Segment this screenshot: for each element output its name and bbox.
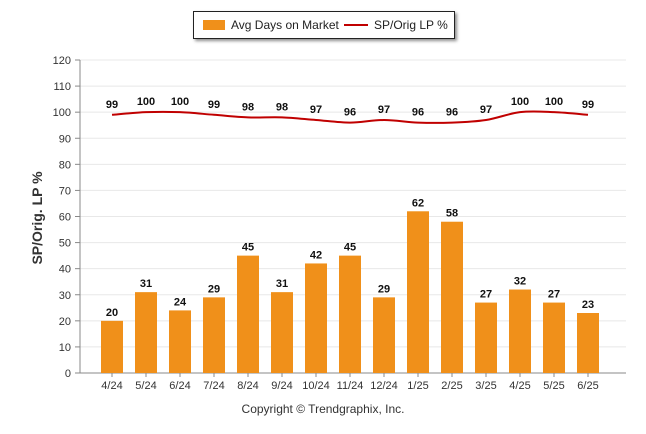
y-tick-label: 120 (53, 55, 71, 67)
y-tick-label: 90 (59, 133, 71, 145)
legend-bar-label: Avg Days on Market (231, 18, 339, 32)
y-tick-label: 60 (59, 212, 71, 224)
line-data-label: 98 (276, 101, 288, 113)
line-data-label: 100 (171, 96, 189, 108)
y-axis-title: SP/Orig. LP % (29, 171, 45, 265)
bar (305, 263, 327, 373)
y-tick-label: 80 (59, 159, 71, 171)
bar (577, 313, 599, 373)
x-tick-label: 6/24 (169, 380, 190, 392)
legend: Avg Days on Market SP/Orig LP % (193, 11, 455, 39)
legend-bar-swatch (203, 20, 225, 30)
line-data-label: 98 (242, 101, 254, 113)
bar (135, 292, 157, 373)
x-tick-label: 5/24 (135, 380, 156, 392)
y-tick-label: 70 (59, 185, 71, 197)
x-axis: 4/24 5/24 6/24 7/24 8/24 9/24 10/24 11/24 12/24 1… (101, 373, 599, 392)
line-data-label: 100 (511, 96, 529, 108)
data-labels: 20 31 24 29 45 31 42 45 29 62 58 27 32 27 23 99 100 100 99… (106, 96, 594, 319)
bar-data-label: 45 (344, 242, 356, 254)
line-data-label: 96 (344, 107, 356, 119)
bar (237, 255, 259, 373)
line-data-label: 99 (582, 99, 594, 111)
bar (373, 297, 395, 373)
bar (475, 302, 497, 373)
bar (339, 255, 361, 373)
y-tick-label: 40 (59, 264, 71, 276)
x-tick-label: 12/24 (370, 380, 398, 392)
x-tick-label: 2/25 (441, 380, 462, 392)
x-tick-label: 4/25 (509, 380, 530, 392)
line-data-label: 97 (480, 104, 492, 116)
x-tick-label: 6/25 (577, 380, 598, 392)
x-tick-label: 8/24 (237, 380, 258, 392)
bar-data-label: 23 (582, 299, 594, 311)
bar (407, 211, 429, 373)
line-data-label: 100 (545, 96, 563, 108)
bar-data-label: 32 (514, 276, 526, 288)
legend-line-swatch (344, 24, 368, 26)
legend-line-label: SP/Orig LP % (374, 18, 448, 32)
line-data-label: 97 (378, 104, 390, 116)
x-tick-label: 1/25 (407, 380, 428, 392)
line-path (111, 110, 589, 124)
line-data-label: 99 (208, 99, 220, 111)
bar-data-label: 42 (310, 249, 322, 261)
bar-data-label: 31 (140, 278, 152, 290)
bar-data-label: 62 (412, 197, 424, 209)
legend-item-line: SP/Orig LP % (344, 18, 448, 32)
x-tick-label: 7/24 (203, 380, 224, 392)
line-series (111, 110, 589, 124)
y-tick-label: 10 (59, 342, 71, 354)
bar (101, 320, 123, 373)
x-tick-label: 4/24 (101, 380, 122, 392)
bar (203, 297, 225, 373)
line-data-label: 97 (310, 104, 322, 116)
x-tick-label: 3/25 (475, 380, 496, 392)
bar-data-label: 27 (548, 289, 560, 301)
y-tick-label: 50 (59, 238, 71, 250)
bar (543, 302, 565, 373)
y-tick-label: 0 (65, 368, 71, 380)
x-tick-label: 9/24 (271, 380, 292, 392)
bar-data-label: 45 (242, 242, 254, 254)
x-tick-label: 5/25 (543, 380, 564, 392)
bar (509, 289, 531, 373)
bar (169, 310, 191, 373)
y-tick-label: 100 (53, 107, 71, 119)
bar (271, 292, 293, 373)
x-tick-label: 11/24 (337, 380, 364, 392)
line-data-label: 96 (412, 107, 424, 119)
bar-data-label: 31 (276, 278, 288, 290)
y-tick-label: 20 (59, 316, 71, 328)
y-tick-label: 110 (53, 81, 71, 93)
line-data-label: 96 (446, 107, 458, 119)
bar-data-label: 58 (446, 208, 458, 220)
line-data-label: 100 (137, 96, 155, 108)
bar (441, 221, 463, 373)
bar-data-label: 29 (208, 283, 220, 295)
bar-data-label: 27 (480, 289, 492, 301)
line-data-label: 99 (106, 99, 118, 111)
copyright-text: Copyright © Trendgraphix, Inc. (241, 402, 405, 416)
bar-data-label: 29 (378, 283, 390, 295)
x-tick-label: 10/24 (302, 380, 330, 392)
bar-data-label: 24 (174, 296, 187, 308)
legend-item-bar: Avg Days on Market (203, 18, 339, 32)
y-tick-label: 30 (59, 290, 71, 302)
bar-series (101, 211, 599, 373)
bar-data-label: 20 (106, 307, 118, 319)
